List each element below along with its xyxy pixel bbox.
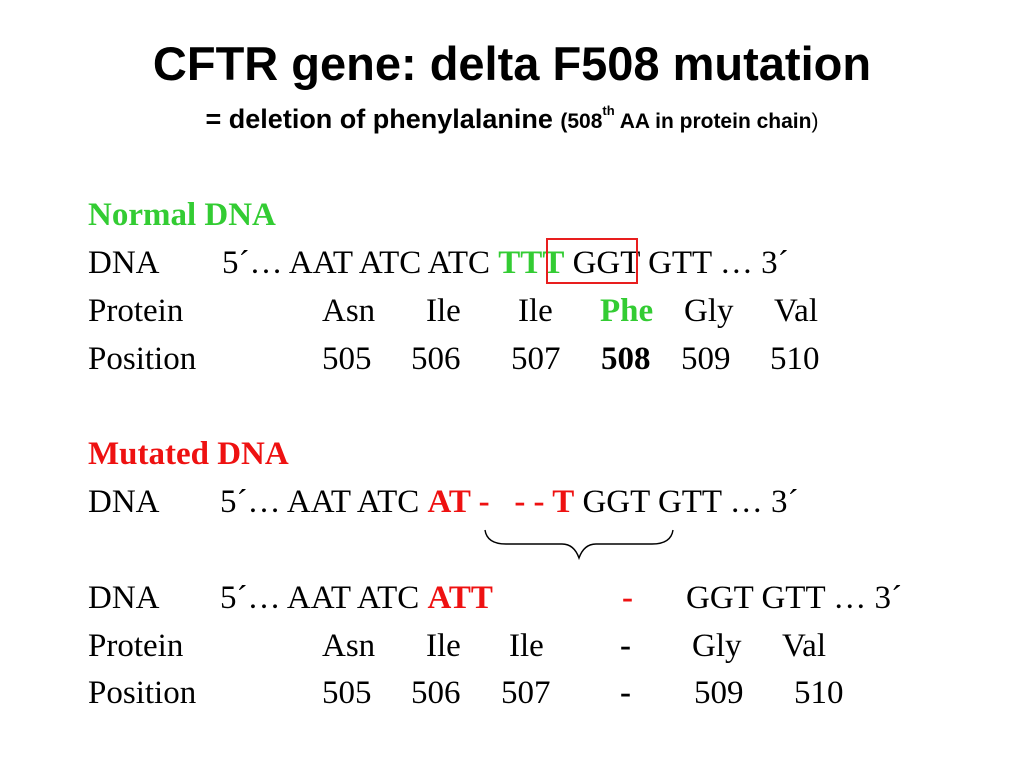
normal-position-6: 510 bbox=[770, 341, 820, 377]
mutated-position-5: 509 bbox=[694, 675, 744, 711]
normal-dna-label: DNA bbox=[88, 245, 160, 281]
normal-protein-2: Ile bbox=[426, 293, 461, 329]
normal-dna-suffix: GGT GTT … 3´ bbox=[572, 245, 789, 281]
subtitle-rest: AA in protein chain bbox=[614, 110, 812, 133]
mutated-protein-1: Asn bbox=[322, 628, 376, 664]
mutated-dna1-prefix: 5´… AAT ATC bbox=[220, 484, 420, 520]
mutated-dna1-suffix: GGT GTT … 3´ bbox=[582, 484, 799, 520]
normal-position-1: 505 bbox=[322, 341, 372, 377]
mutated-dna2-sequence: 5´… AAT ATC ATT bbox=[220, 582, 493, 615]
mutated-position-3: 507 bbox=[501, 675, 551, 711]
mutated-protein-5: Gly bbox=[692, 628, 742, 664]
mutated-dna2-red: ATT bbox=[427, 580, 493, 616]
codon-highlight-box bbox=[546, 238, 638, 284]
mutated-dna1-sequence: 5´… AAT ATC AT - - - T GGT GTT … 3´ bbox=[220, 486, 798, 519]
normal-protein-4: Phe bbox=[600, 293, 654, 329]
normal-protein-label: Protein bbox=[88, 293, 184, 329]
mutated-protein-label: Protein bbox=[88, 628, 184, 664]
mutated-dna2-label: DNA bbox=[88, 580, 160, 616]
mutated-dna2-suffix: GGT GTT … 3´ bbox=[686, 580, 903, 616]
normal-dna-sequence: 5´… AAT ATC ATC TTT GGT GTT … 3´ bbox=[222, 247, 789, 280]
mutated-protein-4: - bbox=[620, 628, 631, 664]
normal-heading: Normal DNA bbox=[88, 197, 276, 233]
normal-protein-5: Gly bbox=[684, 293, 734, 329]
subtitle-superscript: th bbox=[602, 103, 615, 118]
mutated-protein-2: Ile bbox=[426, 628, 461, 664]
mutated-dna2-prefix: 5´… AAT ATC bbox=[220, 580, 420, 616]
normal-protein-1: Asn bbox=[322, 293, 376, 329]
mutated-position-6: 510 bbox=[794, 675, 844, 711]
mutated-dna2-dash: - bbox=[622, 580, 633, 616]
mutated-dna1-label: DNA bbox=[88, 484, 160, 520]
mutated-heading: Mutated DNA bbox=[88, 436, 289, 472]
normal-protein-6: Val bbox=[774, 293, 818, 329]
normal-dna-prefix: 5´… AAT ATC AT bbox=[222, 245, 469, 281]
subtitle-main: = deletion of phenylalanine bbox=[205, 104, 553, 134]
normal-position-2: 506 bbox=[411, 341, 461, 377]
mutated-protein-6: Val bbox=[782, 628, 826, 664]
normal-dna-c: C bbox=[468, 245, 491, 281]
normal-dna-highlight: TTT bbox=[498, 245, 565, 281]
subtitle-open: (508 bbox=[560, 110, 603, 133]
mutated-dna1-red-a: AT - bbox=[427, 484, 490, 520]
normal-protein-3: Ile bbox=[518, 293, 553, 329]
subtitle-close: ) bbox=[811, 110, 819, 133]
mutated-position-1: 505 bbox=[322, 675, 372, 711]
mutated-position-2: 506 bbox=[411, 675, 461, 711]
slide-title: CFTR gene: delta F508 mutation bbox=[152, 37, 872, 90]
mutated-position-label: Position bbox=[88, 675, 197, 711]
normal-position-label: Position bbox=[88, 341, 197, 377]
mutated-position-4: - bbox=[620, 675, 631, 711]
slide-subtitle: = deletion of phenylalanine (508th AA in… bbox=[0, 103, 1024, 134]
normal-position-5: 509 bbox=[681, 341, 731, 377]
mutated-protein-3: Ile bbox=[509, 628, 544, 664]
normal-position-3: 507 bbox=[511, 341, 561, 377]
mutated-dna1-red-b: - - T bbox=[514, 484, 575, 520]
normal-position-4: 508 bbox=[601, 341, 651, 377]
curly-brace-icon bbox=[484, 529, 674, 561]
